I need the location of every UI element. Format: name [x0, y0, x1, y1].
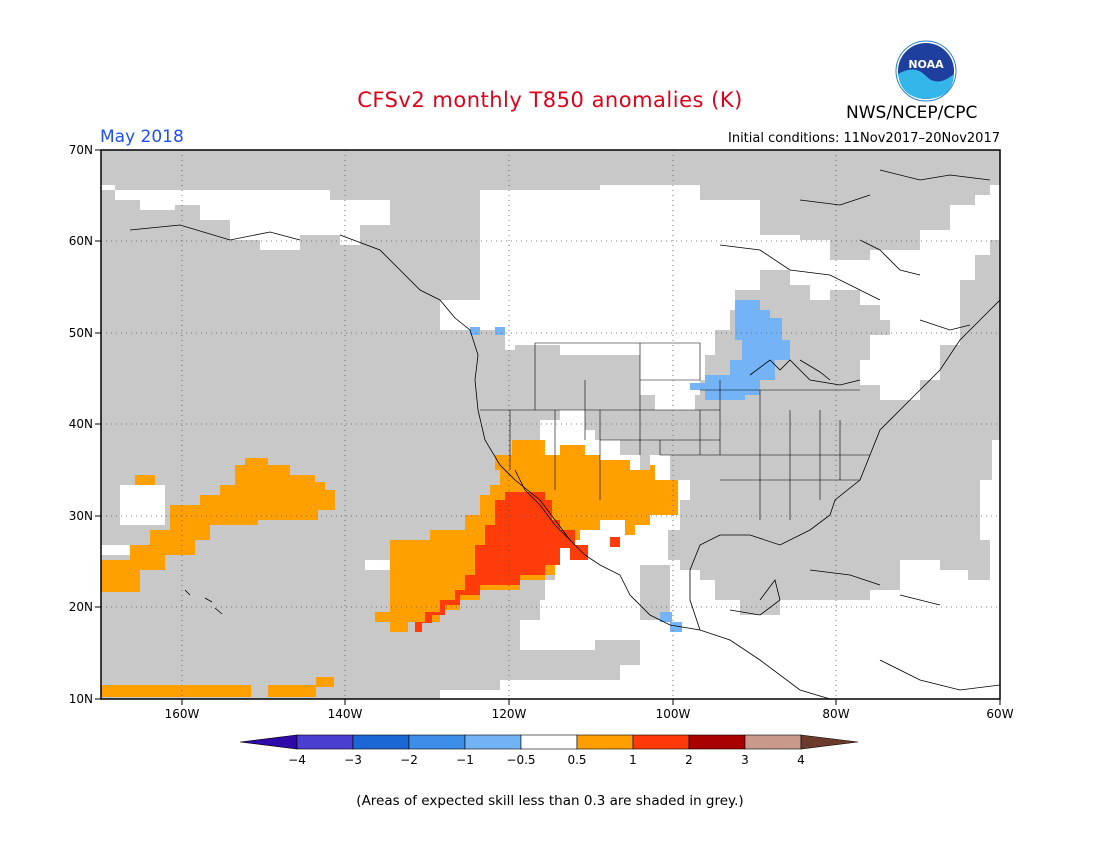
legend-swatch — [239, 734, 298, 750]
lat-label: 40N — [69, 417, 93, 431]
chart-title: CFSv2 monthly T850 anomalies (K) — [357, 88, 743, 112]
legend-tick: −1 — [456, 753, 474, 767]
legend-tick: 0.5 — [567, 753, 586, 767]
lat-label: 30N — [69, 509, 93, 523]
svg-text:NOAA: NOAA — [908, 58, 944, 71]
legend-tick: −2 — [400, 753, 418, 767]
lat-label: 10N — [69, 692, 93, 706]
lon-label: 120W — [492, 707, 527, 721]
agency-label: NWS/NCEP/CPC — [846, 103, 978, 123]
legend-swatch — [352, 734, 410, 750]
lon-label: 60W — [986, 707, 1013, 721]
legend-swatch — [688, 734, 746, 750]
legend-swatch — [520, 734, 578, 750]
skill-note: (Areas of expected skill less than 0.3 a… — [356, 793, 744, 809]
legend-swatch — [296, 734, 354, 750]
legend-swatch — [408, 734, 466, 750]
legend-swatch — [744, 734, 802, 750]
lat-label: 50N — [69, 326, 93, 340]
color-legend — [239, 734, 859, 750]
axis-ticks — [95, 149, 1001, 705]
legend-tick: −0.5 — [506, 753, 535, 767]
valid-month: May 2018 — [100, 127, 184, 147]
anomaly-blue — [470, 300, 790, 632]
legend-swatch — [632, 734, 690, 750]
lat-label: 20N — [69, 600, 93, 614]
lat-label: 60N — [69, 234, 93, 248]
noaa-logo: NOAA — [895, 40, 957, 102]
initial-conditions: Initial conditions: 11Nov2017–20Nov2017 — [728, 131, 1000, 146]
legend-tick: 3 — [741, 753, 749, 767]
legend-tick: −4 — [288, 753, 306, 767]
legend-tick: 4 — [797, 753, 805, 767]
legend-tick: 2 — [685, 753, 693, 767]
anomaly-red — [415, 492, 620, 632]
legend-tick: −3 — [344, 753, 362, 767]
state-borders — [480, 342, 870, 520]
lon-label: 100W — [656, 707, 691, 721]
legend-swatch — [800, 734, 859, 750]
legend-tick: 1 — [629, 753, 637, 767]
lon-label: 140W — [328, 707, 363, 721]
legend-swatch — [576, 734, 634, 750]
legend-swatch — [464, 734, 522, 750]
lon-label: 160W — [165, 707, 200, 721]
lon-label: 80W — [822, 707, 849, 721]
lat-label: 70N — [69, 143, 93, 157]
coastlines — [129, 169, 1000, 699]
